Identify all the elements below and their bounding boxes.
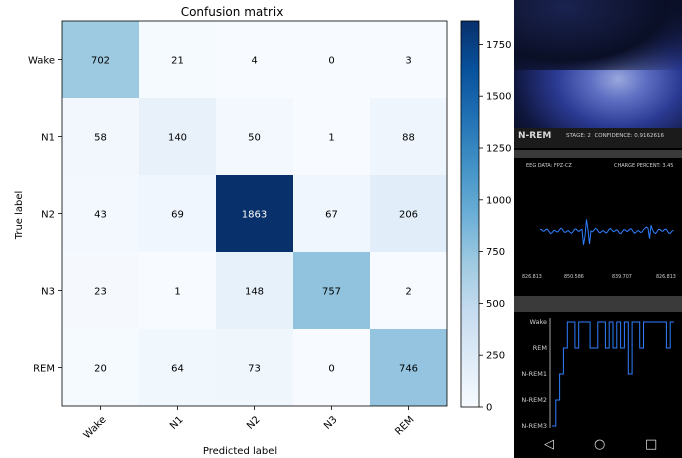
charge-percent-label: CHARGE PERCENT: 3.45	[614, 163, 674, 169]
divider-bar	[514, 150, 682, 158]
colorbar-tick-label: 0	[486, 403, 492, 414]
cell-value-label: 23	[94, 287, 107, 298]
y-tick-label: N1	[41, 133, 55, 144]
cell-value-label: 69	[171, 210, 184, 221]
hypnogram-stage-label: REM	[533, 344, 547, 352]
stage-status-bar: N-REM STAGE: 2 CONFIDENCE: 0.9162616	[514, 128, 682, 148]
eeg-data-label: EEG DATA: FPZ-CZ	[526, 163, 572, 169]
cell-value-label: 50	[248, 133, 261, 144]
cell-value-label: 2	[405, 287, 411, 298]
stage-confidence: STAGE: 2 CONFIDENCE: 0.9162616	[566, 133, 664, 139]
recents-icon[interactable]: □	[645, 437, 658, 452]
heatmap-cell	[216, 329, 293, 406]
heatmap-cell	[293, 329, 370, 406]
hypnogram-stage-label: N-REM1	[521, 370, 547, 378]
colorbar	[460, 20, 480, 408]
cell-value-label: 0	[328, 56, 334, 67]
eeg-tick-2: 850.586	[564, 275, 584, 280]
cell-value-label: 67	[325, 210, 338, 221]
colorbar-tick-label: 500	[486, 299, 505, 310]
eeg-waveform	[539, 219, 674, 245]
eeg-tick-4: 826.813	[656, 275, 676, 280]
heatmap-cell	[293, 175, 370, 252]
cell-value-label: 58	[94, 133, 107, 144]
heatmap-cell	[370, 98, 447, 175]
heatmap-cell	[62, 329, 139, 406]
heatmap-cell	[139, 175, 216, 252]
cell-value-label: 43	[94, 210, 107, 221]
heatmap-cell	[293, 98, 370, 175]
x-tick-label: N2	[245, 414, 263, 432]
cell-value-label: 3	[405, 56, 411, 67]
hypnogram-stage-label: N-REM3	[521, 422, 547, 430]
heatmap-cell	[139, 98, 216, 175]
cell-value-label: 21	[171, 56, 184, 67]
home-icon[interactable]: ○	[594, 437, 606, 452]
cell-value-label: 140	[168, 133, 187, 144]
y-tick-label: N2	[41, 210, 55, 221]
x-tick-label: N1	[168, 414, 186, 432]
colorbar-tick-label: 1000	[486, 195, 511, 206]
heatmap-cell	[139, 329, 216, 406]
cell-value-label: 73	[248, 364, 261, 375]
cell-value-label: 1863	[242, 210, 267, 221]
colorbar-tick-label: 750	[486, 247, 505, 258]
heatmap-plot-area: 702 21 4 0 3 58 140 50 1 88 43 69 1863 67 206 23 1 148 757…	[28, 20, 448, 441]
sleeping-person-photo	[514, 0, 682, 128]
cell-value-label: 746	[399, 364, 418, 375]
cell-value-label: 148	[245, 287, 264, 298]
cell-value-label: 206	[399, 210, 418, 221]
cell-value-label: 702	[91, 56, 110, 67]
phone-app-screenshot: N-REM STAGE: 2 CONFIDENCE: 0.9162616 EEG…	[514, 0, 682, 458]
cell-value-label: 757	[322, 287, 341, 298]
hypnogram-stage-label: N-REM2	[521, 396, 547, 404]
cell-value-label: 1	[328, 133, 334, 144]
x-tick-label: Wake	[82, 414, 109, 441]
heatmap-cell	[139, 252, 216, 329]
heatmap-cell	[293, 252, 370, 329]
cell-value-label: 20	[94, 364, 107, 375]
cell-value-label: 1	[174, 287, 180, 298]
android-nav-bar: ◁ ○ □	[514, 432, 682, 458]
hypnogram: Wake REM N-REM1 N-REM2 N-REM3	[521, 318, 674, 430]
x-tick-label: N3	[322, 414, 340, 432]
y-tick-label: REM	[33, 364, 55, 375]
stage-title: N-REM	[518, 131, 552, 141]
x-tick-label: REM	[393, 414, 416, 437]
chart-title: Confusion matrix	[181, 5, 284, 19]
y-axis-label: True label	[14, 191, 25, 241]
heatmap-cell	[293, 21, 370, 98]
eeg-tick-3: 839.707	[612, 275, 632, 280]
heatmap-cell	[62, 21, 139, 98]
heatmap-cell	[216, 252, 293, 329]
colorbar-ticks: 0 250 500 750 1000 1250 1500 1750	[479, 40, 511, 414]
cell-value-label: 0	[328, 364, 334, 375]
heatmap-cell	[216, 98, 293, 175]
heatmap-cell	[370, 21, 447, 98]
heatmap-cell	[370, 175, 447, 252]
heatmap-cell	[370, 329, 447, 406]
cell-value-label: 4	[251, 56, 257, 67]
colorbar-tick-label: 1750	[486, 40, 511, 51]
heatmap-cell	[216, 175, 293, 252]
hypnogram-stage-label: Wake	[529, 318, 547, 326]
heatmap-cell	[62, 175, 139, 252]
heatmap-cell	[216, 21, 293, 98]
heatmap-cell	[62, 252, 139, 329]
colorbar-tick-label: 1250	[486, 144, 511, 155]
y-tick-label: Wake	[28, 56, 55, 67]
y-tick-label: N3	[41, 287, 55, 298]
colorbar-tick-label: 250	[486, 351, 505, 362]
heatmap-cell	[370, 252, 447, 329]
divider-bar-2	[514, 296, 682, 312]
eeg-tick-1: 826.813	[522, 275, 542, 280]
back-icon[interactable]: ◁	[544, 437, 554, 452]
cell-value-label: 64	[171, 364, 184, 375]
heatmap-cell	[62, 98, 139, 175]
heatmap-cell	[139, 21, 216, 98]
cell-value-label: 88	[402, 133, 415, 144]
x-axis-label: Predicted label	[203, 446, 277, 457]
colorbar-tick-label: 1500	[486, 92, 511, 103]
